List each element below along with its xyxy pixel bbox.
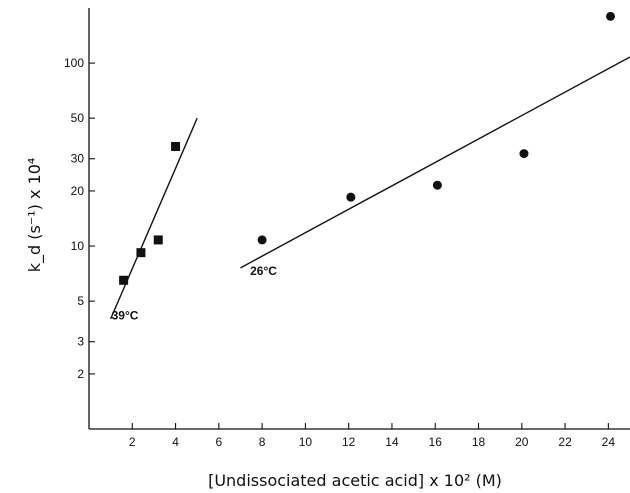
- x-tick-label-12: 12: [342, 435, 356, 449]
- fit-line-series-2: [240, 56, 630, 269]
- circle-point-5: [606, 11, 616, 21]
- y-tick-label-3: 3: [77, 335, 84, 349]
- square-point-1: [119, 275, 129, 285]
- y-tick-label-30: 30: [71, 152, 85, 166]
- axes: [88, 8, 630, 430]
- y-tick-label-2: 2: [77, 367, 84, 381]
- square-point-2: [136, 248, 146, 258]
- annotations: 39°C 26°C: [112, 264, 278, 323]
- y-tick-label-50: 50: [71, 111, 85, 125]
- y-tick-label-10: 10: [71, 239, 85, 253]
- fit-line-series-1: [109, 117, 198, 320]
- y-tick-label-5: 5: [77, 294, 84, 308]
- circle-point-4: [519, 149, 529, 159]
- x-tick-label-6: 6: [215, 435, 222, 449]
- y-axis-title: k_d (s⁻¹) x 10⁴: [25, 158, 45, 273]
- x-tick-label-18: 18: [472, 435, 486, 449]
- x-tick-label-8: 8: [259, 435, 266, 449]
- x-tick-label-2: 2: [129, 435, 136, 449]
- x-tick-label-16: 16: [429, 435, 443, 449]
- fit-lines: [109, 56, 630, 320]
- x-tick-label-10: 10: [299, 435, 313, 449]
- x-tick-label-4: 4: [172, 435, 179, 449]
- annotation-1: 39°C: [112, 308, 139, 322]
- square-point-4: [171, 141, 181, 151]
- data-points: [119, 11, 616, 285]
- circle-point-1: [257, 235, 267, 245]
- x-tick-label-22: 22: [558, 435, 572, 449]
- circle-point-2: [346, 192, 356, 202]
- square-point-3: [153, 235, 163, 245]
- x-tick-label-24: 24: [602, 435, 616, 449]
- circle-point-3: [432, 180, 442, 190]
- x-axis-title: [Undissociated acetic acid] x 10² (M): [208, 471, 502, 490]
- y-tick-label-100: 100: [64, 56, 84, 70]
- annotation-2: 26°C: [250, 264, 277, 278]
- y-tick-label-20: 20: [71, 184, 85, 198]
- x-tick-label-20: 20: [515, 435, 529, 449]
- x-tick-label-14: 14: [385, 435, 399, 449]
